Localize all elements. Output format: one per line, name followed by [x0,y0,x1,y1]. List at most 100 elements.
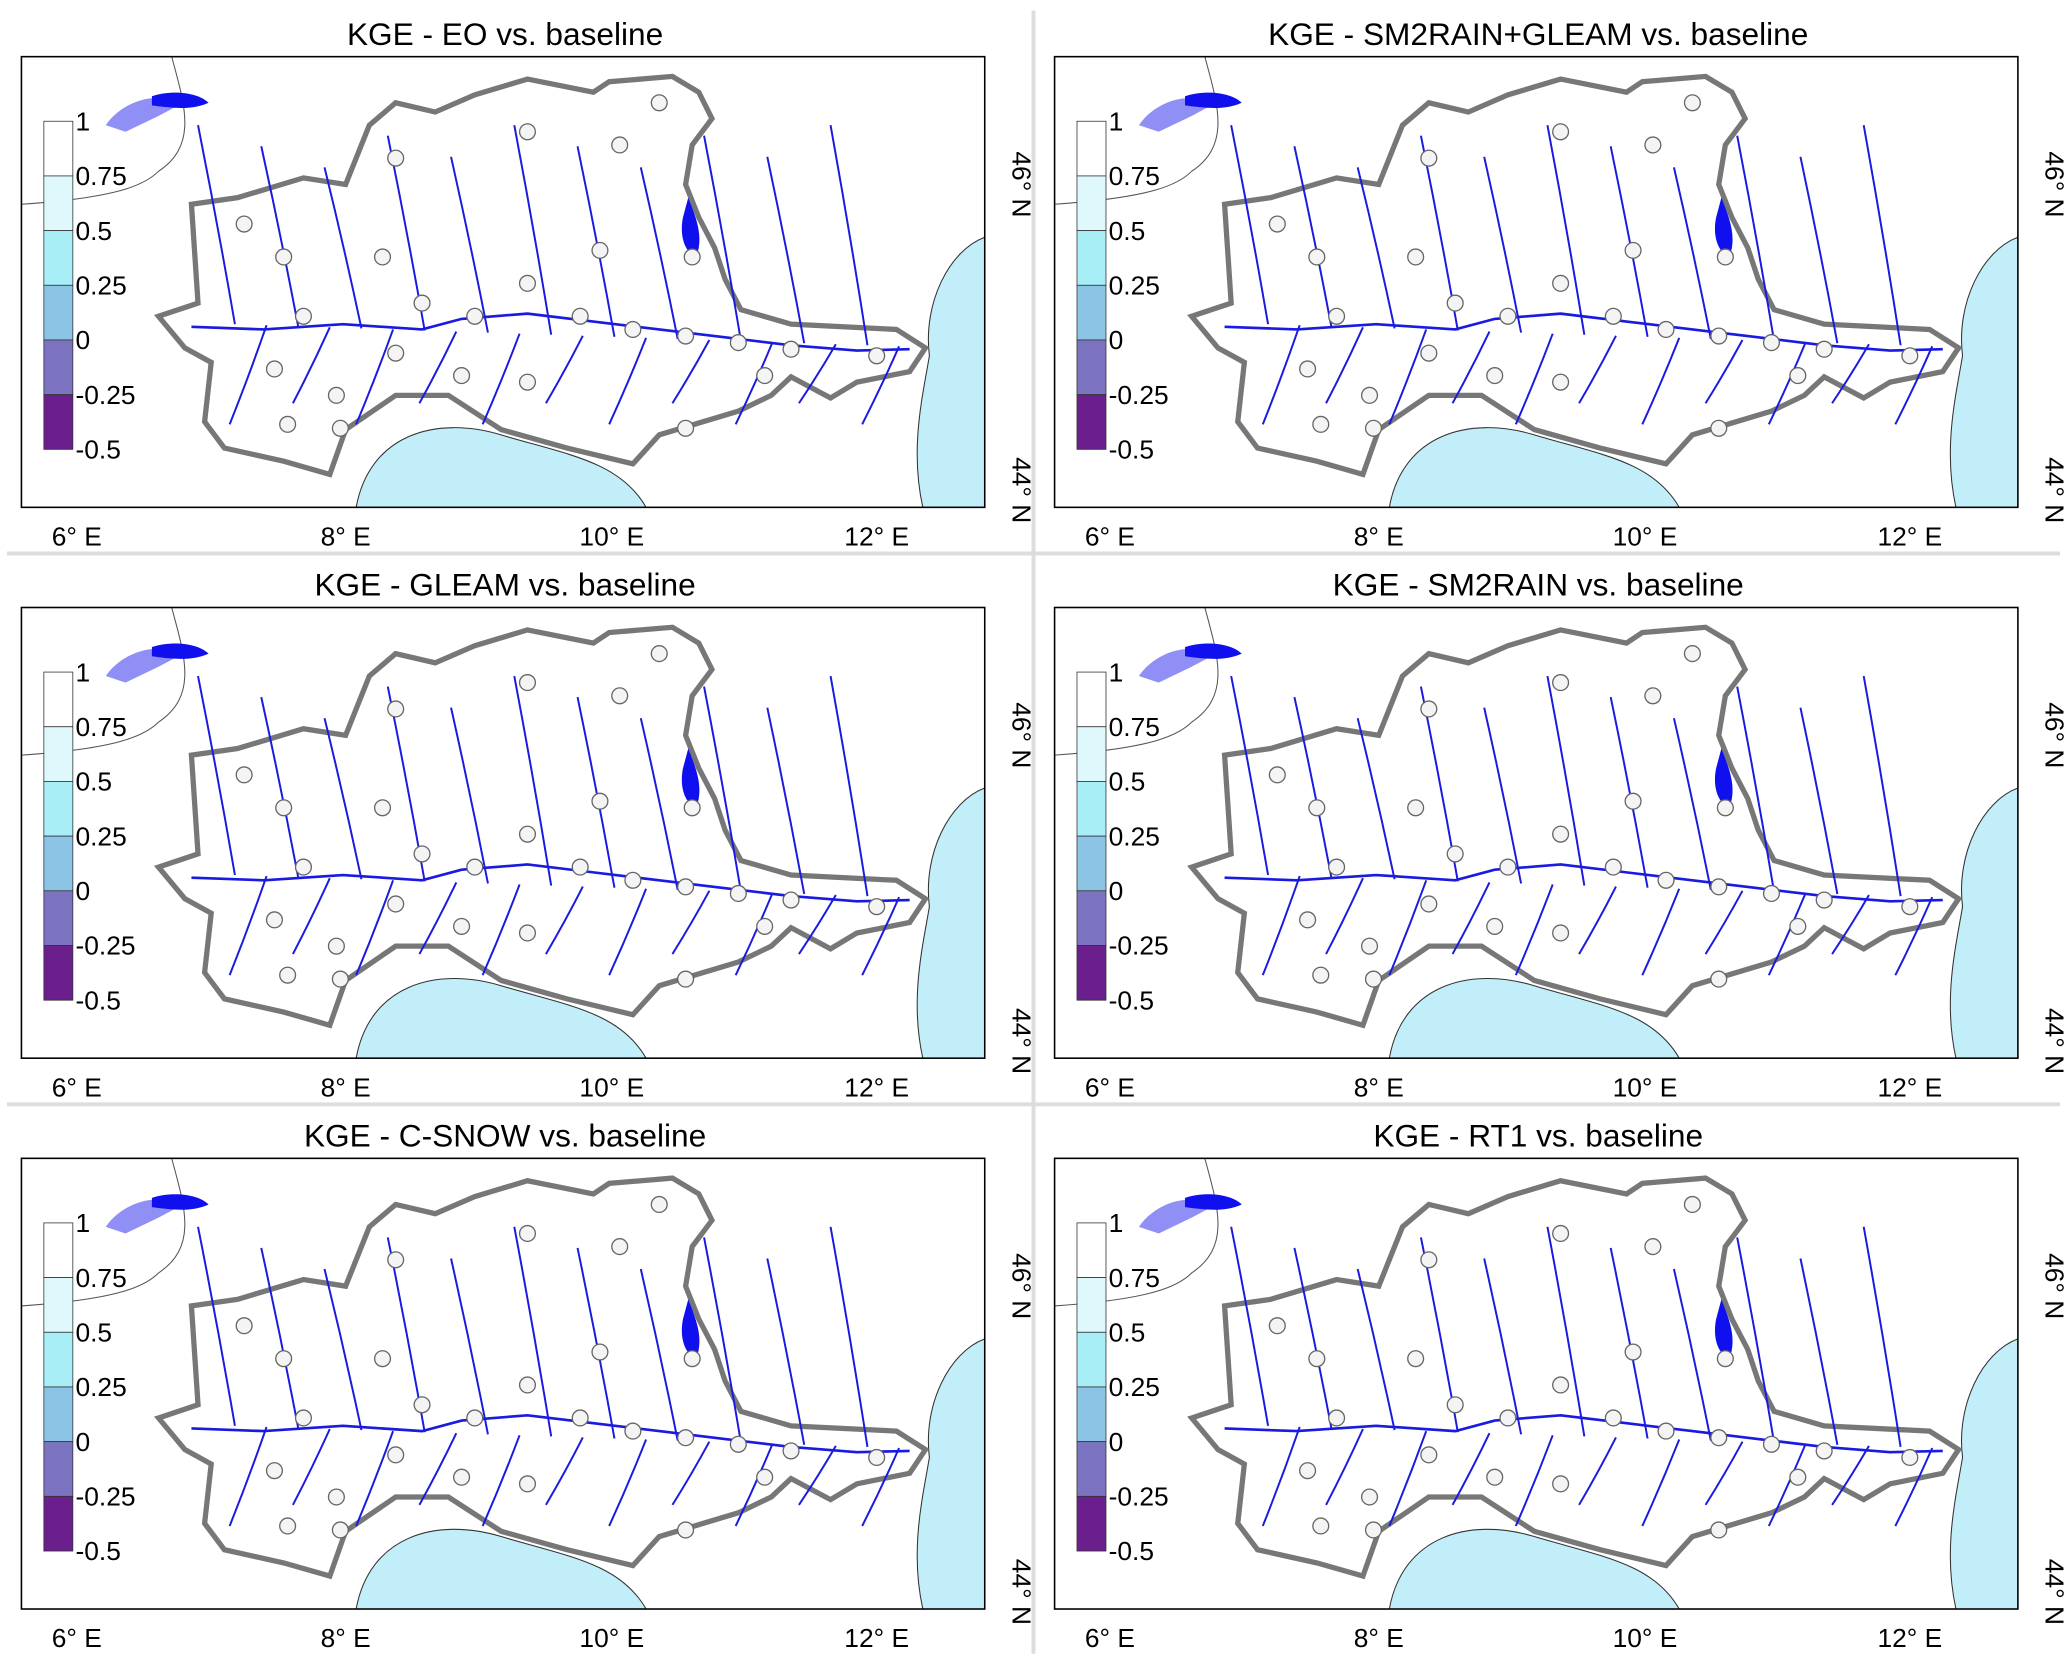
map-panel: KGE - EO vs. baseline 1 0.75 0.5 0.25 0 -0.25 -… [20,16,1036,552]
colorbar-label: -0.5 [75,1536,120,1566]
map-area [1054,1158,2018,1610]
tributary [545,335,584,404]
map-area [1054,56,2018,508]
gauging-station [387,149,405,167]
tributary [292,326,331,404]
tributary [1831,894,1870,955]
x-axis-label: 12° E [1877,1623,1942,1653]
x-axis-label: 10° E [1613,1072,1678,1102]
map-frame [20,55,986,509]
tributary [228,1426,268,1527]
tributary [1514,1434,1554,1527]
gauging-station [683,248,701,266]
tributary [1230,124,1270,325]
gauging-station [1624,241,1642,259]
tributary [418,1432,458,1506]
colorbar-label: 0.25 [1109,1372,1160,1402]
gauging-station [1552,1376,1570,1394]
gauging-station [331,970,349,988]
colorbar-label: 0.75 [75,161,126,191]
colorbar-label: 0 [75,325,90,355]
tributary [1546,675,1586,886]
ligurian-sea [1388,1528,1680,1610]
gauging-station [235,766,253,784]
tributary [608,337,647,425]
gauging-station [1901,347,1919,365]
map-panel: KGE - C-SNOW vs. baseline 1 0.75 0.5 0.25 0 -0… [20,1117,1036,1653]
map-panel: KGE - RT1 vs. baseline 1 0.75 0.5 0.25 0 -0.25… [1053,1117,2067,1653]
gauging-station [387,700,405,718]
x-axis-label: 6° E [52,1072,102,1102]
map-panel: KGE - GLEAM vs. baseline 1 0.75 0.5 0.25 0 -0.… [20,567,1036,1102]
gauging-station [1683,94,1701,112]
colorbar-block [1076,781,1107,837]
colorbar-label: 1 [1109,1208,1124,1238]
gauging-station [413,294,431,312]
colorbar-label: -0.25 [1109,1482,1169,1512]
gauging-station [1710,878,1728,896]
tributary [576,146,616,338]
tributary [703,135,742,342]
map-frame [1053,1157,2019,1610]
gauging-station [1716,1350,1734,1368]
gauging-station [677,970,695,988]
colorbar-block [43,726,74,782]
lake-geneva-east [1185,1194,1242,1210]
tributary [1799,707,1839,895]
colorbar-label: 0.75 [1109,1263,1160,1293]
colorbar-label: 0.5 [1109,767,1146,797]
tributary [418,331,458,404]
gauging-station [1407,799,1425,817]
gauging-station [624,320,642,339]
tributary [1451,1432,1491,1506]
x-axis-label: 8° E [321,1623,371,1653]
gauging-station [235,215,253,233]
colorbar-label: 1 [1109,106,1124,136]
x-axis-label: 6° E [52,522,102,552]
tributary [355,879,394,976]
gauging-station [1604,1409,1622,1427]
colorbar-label: -0.5 [1109,985,1154,1015]
tributary [355,329,394,425]
gauging-station [1552,1475,1570,1493]
gauging-station [756,1468,774,1486]
gauging-station [1420,1251,1438,1269]
tributary [450,1258,489,1435]
tributary [766,1258,806,1445]
colorbar-label: -0.5 [75,435,120,465]
gauging-station [518,1475,537,1493]
tributary [861,345,900,425]
tributary [260,146,300,327]
tributary [1672,1268,1712,1441]
colorbar-block [43,120,74,177]
colorbar-block [43,835,74,892]
colorbar-block [43,284,74,341]
tributary [1356,717,1396,880]
tributary [1483,707,1523,884]
y-axis-label: 46° N [1006,702,1036,768]
panel-title: KGE - C-SNOW vs. baseline [304,1117,706,1153]
gauging-station [591,1343,609,1361]
colorbar-label: 1 [75,1208,90,1238]
gauging-station [1486,367,1504,385]
colorbar-label: 0.75 [1109,712,1160,742]
tributary [671,1441,711,1506]
gauging-station [453,1468,471,1486]
gauging-station [1604,307,1622,325]
tributary [228,875,268,976]
tributary [355,1430,394,1527]
gauging-station [782,340,800,358]
gauging-station [1901,1448,1919,1467]
lake-garda [1714,197,1733,257]
tributary [513,675,553,886]
tributary [292,877,331,955]
gauging-station [275,1350,293,1368]
gauging-station [1789,1468,1807,1486]
gauging-station [265,911,284,929]
adriatic-sea [1949,236,2018,508]
tributary [1483,156,1523,333]
colorbar-block [1076,339,1107,396]
po-river [191,863,910,903]
gauging-station [1420,149,1438,167]
gauging-station [1552,373,1570,391]
